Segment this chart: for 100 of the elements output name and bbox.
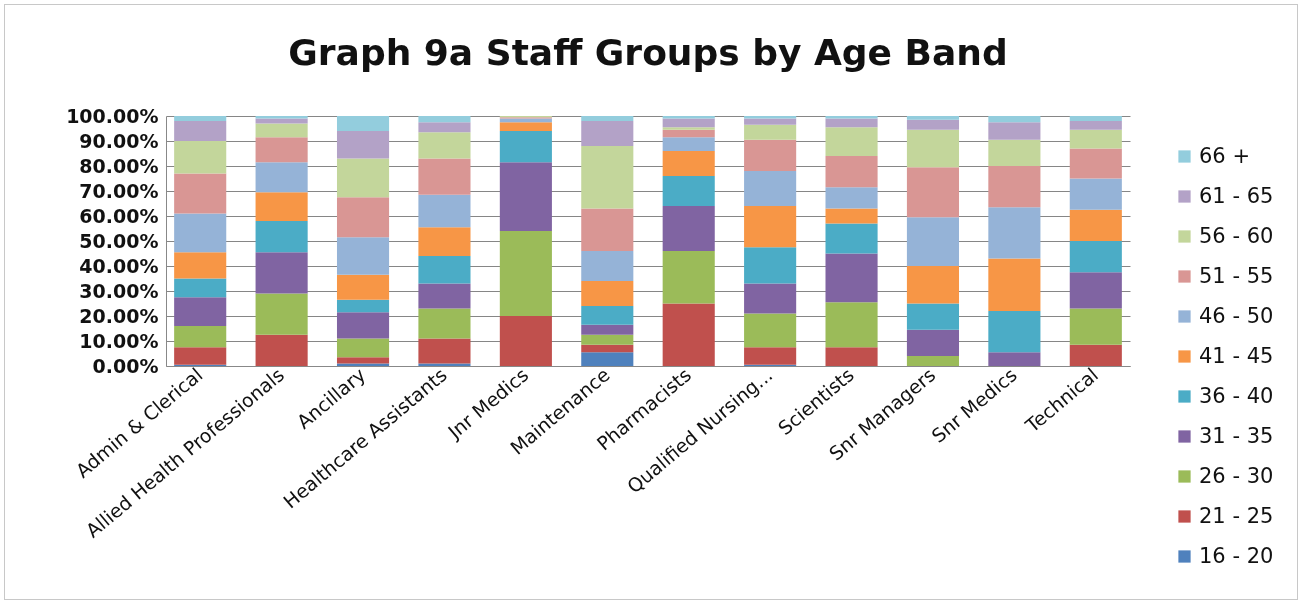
bar [662,251,715,304]
bar [1069,209,1122,241]
bar [1069,241,1122,273]
legend-label: 66 + [1199,143,1250,168]
legend-label: 36 - 40 [1199,383,1274,408]
bar [906,217,960,266]
bar [174,278,227,298]
bar [988,139,1041,166]
legend-label: 26 - 30 [1199,463,1274,488]
bar [825,156,878,188]
y-tick-label: 70.00% [79,179,159,202]
bar [825,127,878,156]
bar [744,124,797,140]
bar [499,162,552,231]
bar [174,252,227,279]
bar [336,116,390,131]
bar [499,316,552,366]
bar [744,247,797,284]
bar [581,251,634,281]
bar [662,151,715,176]
bar [336,237,390,275]
bar [336,312,390,339]
bar [988,352,1041,366]
bar [988,207,1041,259]
bar [174,326,227,348]
bar [581,121,634,146]
bar [255,137,308,163]
bar [418,194,471,228]
bar [906,329,960,356]
bar [336,338,390,358]
bar [906,356,960,366]
y-tick-label: 50.00% [79,229,159,252]
bar [336,357,390,364]
bar [255,123,308,138]
y-tick-label: 90.00% [79,129,159,152]
chart-title: Graph 9a Staff Groups by Age Band [288,32,1008,73]
legend-label: 51 - 55 [1199,263,1274,288]
bar [174,141,227,174]
bar [744,116,797,119]
legend-label: 41 - 45 [1199,343,1274,368]
bar [988,116,1041,123]
bar [418,338,471,364]
bar [1069,121,1122,130]
bar [906,266,960,304]
bar [174,213,227,253]
bar [418,132,471,159]
y-tick-label: 20.00% [79,304,159,327]
bar [825,116,878,119]
bar [255,252,308,294]
bar [662,116,715,119]
bar [825,223,878,254]
bar [581,146,634,209]
bar [499,231,552,316]
bar [418,227,471,256]
bar [1069,116,1122,121]
bar [825,347,878,366]
bar [255,118,308,124]
bar [336,274,390,300]
legend-label: 61 - 65 [1199,183,1274,208]
y-tick-label: 30.00% [79,279,159,302]
bar [1069,178,1122,210]
bar [988,166,1041,208]
bar [174,347,227,365]
bar [744,283,797,314]
bar [581,344,634,353]
legend-label: 21 - 25 [1199,503,1274,528]
bar [662,176,715,206]
bar [1069,308,1122,345]
bar [255,116,308,119]
bar [825,187,878,209]
bar [906,303,960,330]
bar [662,118,715,128]
bar [825,118,878,128]
bar [744,206,797,248]
bar [418,308,471,339]
bar [255,293,308,335]
bar [418,158,471,195]
bar [662,206,715,251]
bar [174,297,227,326]
bar [336,299,390,313]
bar [418,256,471,284]
legend-label: 46 - 50 [1199,303,1274,328]
bar [662,303,715,366]
bar [906,129,960,168]
y-tick-label: 10.00% [79,329,159,352]
bar [662,137,715,151]
bar [1069,272,1122,309]
bar [255,162,308,193]
y-tick-label: 60.00% [79,204,159,227]
bar [174,116,227,121]
bar [581,324,634,335]
bar [662,127,715,130]
bar [825,302,878,348]
bar [744,171,797,206]
bar [988,258,1041,311]
bar [581,281,634,306]
bar [418,122,471,133]
bar [336,197,390,238]
bar [336,158,390,198]
bar [174,121,227,141]
